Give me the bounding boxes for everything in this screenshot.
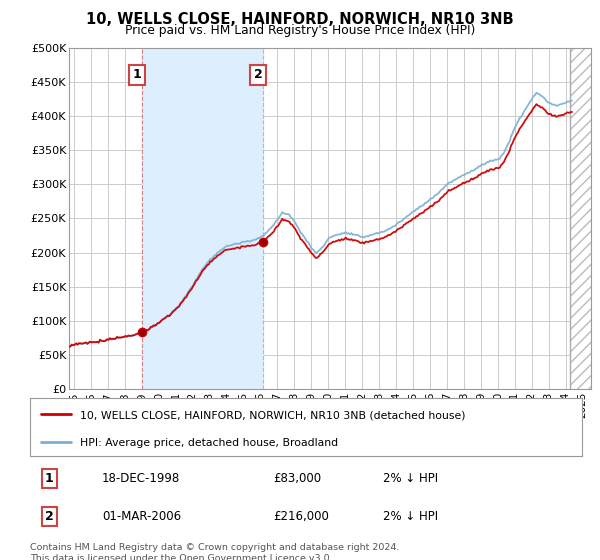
Bar — [570, 48, 591, 389]
Text: 01-MAR-2006: 01-MAR-2006 — [102, 510, 181, 523]
Text: 1: 1 — [45, 472, 53, 485]
Text: £216,000: £216,000 — [273, 510, 329, 523]
Text: Contains HM Land Registry data © Crown copyright and database right 2024.
This d: Contains HM Land Registry data © Crown c… — [30, 543, 400, 560]
Text: 2% ↓ HPI: 2% ↓ HPI — [383, 472, 439, 485]
Text: 2% ↓ HPI: 2% ↓ HPI — [383, 510, 439, 523]
Text: £83,000: £83,000 — [273, 472, 321, 485]
Text: Price paid vs. HM Land Registry's House Price Index (HPI): Price paid vs. HM Land Registry's House … — [125, 24, 475, 37]
Text: HPI: Average price, detached house, Broadland: HPI: Average price, detached house, Broa… — [80, 438, 338, 448]
Text: 2: 2 — [45, 510, 53, 523]
Text: 1: 1 — [133, 68, 141, 81]
Text: 10, WELLS CLOSE, HAINFORD, NORWICH, NR10 3NB: 10, WELLS CLOSE, HAINFORD, NORWICH, NR10… — [86, 12, 514, 27]
Bar — [570, 48, 591, 389]
Text: 10, WELLS CLOSE, HAINFORD, NORWICH, NR10 3NB (detached house): 10, WELLS CLOSE, HAINFORD, NORWICH, NR10… — [80, 410, 465, 420]
Text: 2: 2 — [254, 68, 263, 81]
Text: 18-DEC-1998: 18-DEC-1998 — [102, 472, 180, 485]
Bar — [142, 48, 263, 389]
